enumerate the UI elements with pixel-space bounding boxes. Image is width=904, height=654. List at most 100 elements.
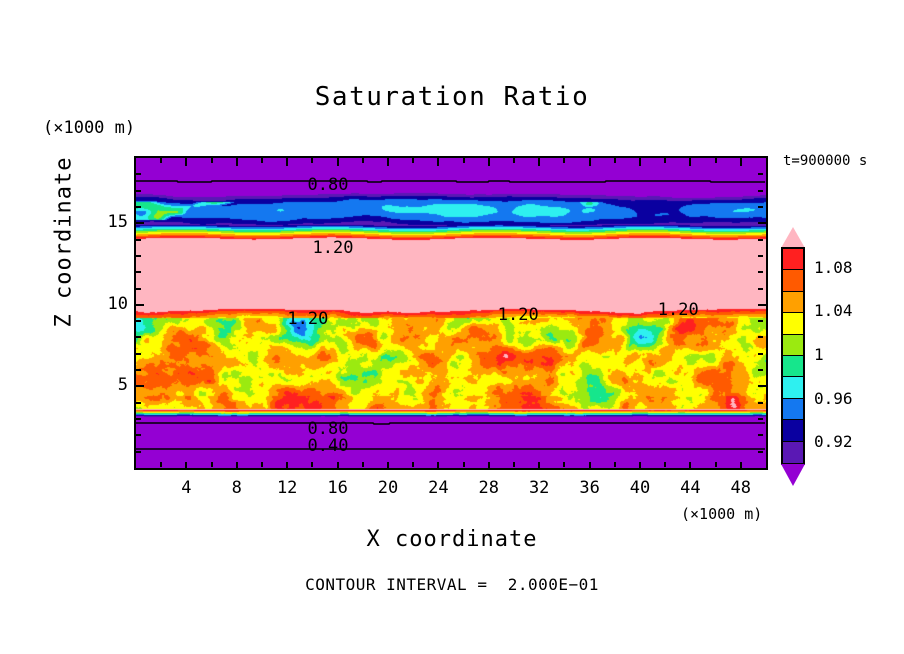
page-title: Saturation Ratio [314, 82, 590, 112]
x-tick-minor [664, 462, 667, 467]
x-tick-minor-top [261, 158, 263, 163]
y-tick-minor [136, 205, 141, 208]
y-tick-minor [136, 320, 141, 323]
y-tick-minor-right [758, 352, 763, 355]
x-tick-minor-top [210, 158, 213, 163]
y-tick-minor-right [758, 450, 763, 453]
contour-line [136, 180, 765, 183]
x-tick-minor [462, 462, 465, 467]
y-tick-minor [136, 173, 141, 176]
colorbar-cap-bottom [781, 464, 805, 486]
colorbar-swatch [783, 249, 803, 271]
x-tick [185, 462, 188, 470]
y-tick-minor-right [758, 336, 763, 339]
x-tick [387, 462, 389, 470]
colorbar [781, 227, 805, 486]
y-tick-minor [136, 254, 141, 257]
contour-label: 1.20 [657, 300, 699, 321]
x-tick-minor [261, 462, 263, 467]
contour-label: 1.20 [312, 238, 354, 259]
colorbar-swatch [783, 398, 803, 421]
x-tick [639, 462, 641, 470]
y-tick-minor-right [758, 401, 763, 404]
x-tick-minor-top [613, 158, 616, 163]
y-tick-minor-right [758, 238, 763, 241]
x-tick-minor-top [664, 158, 667, 163]
x-tick-label: 8 [231, 478, 242, 498]
colorbar-tick-label: 1.08 [814, 257, 853, 277]
y-tick-minor [136, 189, 141, 192]
x-tick-top [588, 158, 591, 166]
y-tick-minor [136, 418, 141, 421]
z-axis-units-label: (×1000 m) [43, 118, 136, 138]
x-tick-minor [311, 462, 314, 467]
x-tick-top [639, 158, 641, 166]
y-tick-label: 15 [107, 212, 128, 233]
colorbar-tick-label: 1.04 [814, 301, 853, 321]
x-tick-minor-top [513, 158, 515, 163]
x-tick-minor [160, 462, 163, 467]
x-tick [437, 462, 440, 470]
contour-plot-area: 0.80 1.20 1.20 1.20 1.20 0.80 0.40 [134, 156, 768, 470]
y-tick-minor-right [758, 434, 763, 437]
x-tick-minor [563, 462, 566, 467]
x-tick-top [689, 158, 692, 166]
contour-label: 1.20 [497, 305, 539, 326]
x-tick-top [185, 158, 188, 166]
y-tick [136, 222, 144, 225]
y-tick-minor-right [758, 271, 763, 274]
x-tick-minor [412, 462, 415, 467]
x-axis-title: X coordinate [366, 527, 538, 552]
x-tick-top [739, 158, 742, 166]
y-tick-minor [136, 287, 141, 290]
y-tick-minor [136, 352, 141, 355]
x-tick [487, 462, 490, 470]
colorbar-cap-top [781, 227, 805, 248]
y-tick [136, 303, 144, 306]
colorbar-swatch [783, 334, 803, 356]
y-tick-minor [136, 369, 141, 372]
x-tick-minor-top [462, 158, 465, 163]
colorbar-swatch [783, 270, 803, 292]
contour-label: 0.80 [307, 419, 349, 440]
x-tick [286, 462, 289, 470]
y-tick-minor-right [758, 205, 763, 208]
y-tick-minor [136, 336, 141, 339]
colorbar-body [781, 247, 805, 465]
x-tick-minor-top [361, 158, 364, 163]
x-tick [588, 462, 591, 470]
y-axis-title: Z coordinate [51, 156, 77, 328]
y-tick-right [758, 222, 766, 225]
colorbar-swatch [783, 377, 803, 399]
x-tick-minor-top [714, 158, 717, 163]
y-tick-label: 5 [117, 375, 128, 396]
y-tick-minor [136, 271, 141, 274]
y-tick-minor-right [758, 173, 763, 176]
colorbar-tick-label: 0.92 [814, 432, 853, 452]
y-tick-minor [136, 238, 141, 241]
y-tick-minor [136, 401, 141, 404]
contour-line [136, 422, 765, 425]
x-tick-label: 48 [730, 478, 752, 498]
contour-lines-overlay [136, 180, 765, 450]
colorbar-swatch [783, 441, 803, 463]
y-tick-label: 10 [107, 293, 128, 314]
x-tick-label: 24 [428, 478, 449, 498]
x-tick-label: 44 [680, 478, 701, 498]
x-tick-label: 32 [528, 478, 550, 498]
x-tick-top [487, 158, 490, 166]
y-tick-minor-right [758, 369, 763, 372]
colorbar-tick-label: 0.96 [814, 388, 853, 408]
x-tick-minor [361, 462, 364, 467]
x-tick-label: 40 [629, 478, 651, 498]
x-tick-top [437, 158, 440, 166]
y-tick-minor-right [758, 254, 763, 257]
x-tick-label: 12 [276, 478, 298, 498]
y-tick-right [758, 303, 766, 306]
x-tick-minor-top [311, 158, 314, 163]
x-tick [235, 462, 238, 470]
x-tick-top [235, 158, 238, 166]
x-tick [336, 462, 339, 470]
x-tick-label: 4 [181, 478, 192, 498]
colorbar-swatch [783, 291, 803, 314]
